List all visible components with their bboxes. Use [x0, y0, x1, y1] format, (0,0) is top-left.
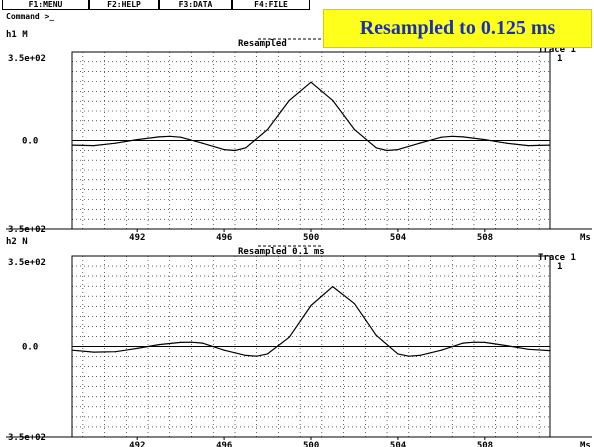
- trace-point: [114, 351, 117, 353]
- trace-point: [201, 142, 203, 144]
- trace-point: [169, 135, 171, 137]
- menu-key-f1[interactable]: F1:MENU: [2, 0, 89, 10]
- trace-point: [158, 344, 160, 346]
- trace-point: [234, 149, 236, 152]
- file-key-f4[interactable]: F4:FILE: [232, 0, 310, 10]
- trace-point: [375, 334, 377, 336]
- trace-point: [93, 144, 95, 147]
- trace-point: [223, 149, 225, 151]
- panel-title: Resampled: [238, 39, 287, 49]
- trace-point: [158, 136, 160, 138]
- trace-point: [408, 355, 410, 357]
- trace-line: [71, 286, 551, 357]
- trace-point: [266, 353, 269, 355]
- trace-point: [288, 99, 290, 102]
- trace-point: [266, 128, 269, 131]
- trace-point: [71, 144, 73, 146]
- trace-point: [256, 355, 258, 357]
- y-tick-label: 3.5e+02: [8, 433, 46, 443]
- trace-point: [245, 147, 247, 149]
- trace-point: [190, 341, 193, 343]
- trace-point: [310, 81, 312, 83]
- x-tick-label: 500: [303, 233, 319, 243]
- x-axis-label: Ms: [580, 233, 591, 243]
- trace-point: [527, 348, 529, 350]
- trace-point: [223, 349, 225, 351]
- banner-text: Resampled to 0.125 ms: [359, 17, 556, 39]
- trace-point: [353, 128, 356, 131]
- trace-point: [332, 285, 334, 288]
- x-tick-label: 504: [390, 233, 407, 243]
- trace-point: [527, 144, 529, 147]
- x-tick-label: 496: [216, 441, 232, 447]
- trace-point: [462, 342, 464, 344]
- y-tick-label: 3.5e+02: [8, 54, 46, 64]
- trace-point: [419, 354, 421, 357]
- x-tick-label: 492: [129, 441, 145, 447]
- y-tick-label: 3.5e+02: [8, 258, 46, 268]
- trace-point: [136, 347, 138, 349]
- trace-point: [549, 144, 551, 146]
- x-tick-label: 508: [477, 233, 493, 243]
- trace-number: 1: [557, 262, 562, 272]
- trace-point: [549, 349, 551, 352]
- trace-number: 1: [557, 54, 562, 64]
- menu-bar: F1:MENU F2:HELP F3:DATA F4:FILE: [2, 0, 592, 11]
- trace-point: [440, 349, 442, 351]
- x-tick-label: 492: [129, 233, 145, 243]
- command-prompt[interactable]: Command >_: [6, 12, 55, 21]
- panel-name: h1 M: [6, 30, 28, 40]
- panel-title: Resampled 0.1 ms: [238, 247, 325, 257]
- x-tick-label: 508: [477, 441, 493, 447]
- trace-point: [397, 353, 399, 355]
- trace-point: [310, 304, 312, 307]
- trace-point: [180, 341, 182, 344]
- trace-point: [114, 142, 117, 144]
- help-key-f2[interactable]: F2:HELP: [89, 0, 159, 10]
- trace-point: [201, 342, 203, 344]
- x-tick-label: 496: [216, 233, 232, 243]
- trace-point: [71, 349, 73, 351]
- trace-point: [180, 136, 182, 138]
- trace-point: [473, 341, 475, 343]
- resample-banner: Resampled to 0.125 ms: [323, 9, 592, 48]
- trace-label: Trace 1: [538, 45, 576, 55]
- trace-point: [136, 138, 138, 141]
- trace-point: [245, 354, 247, 357]
- trace-point: [332, 99, 334, 102]
- trace-point: [353, 303, 356, 305]
- data-key-f3[interactable]: F3:DATA: [159, 0, 232, 10]
- trace-point: [397, 149, 399, 151]
- trace-point: [288, 336, 290, 338]
- x-tick-label: 504: [390, 441, 407, 447]
- trace-point: [484, 138, 486, 141]
- trace-point: [386, 149, 388, 152]
- y-tick-label: 3.5e+02: [8, 225, 46, 235]
- trace-point: [451, 135, 453, 137]
- x-axis-label: Ms: [580, 441, 591, 447]
- trace-point: [505, 344, 508, 347]
- trace-point: [419, 142, 421, 144]
- y-tick-label: 0.0: [22, 343, 38, 353]
- panel-name: h2 N: [6, 237, 28, 247]
- x-tick-label: 500: [303, 441, 319, 447]
- trace-point: [505, 142, 508, 144]
- trace-point: [484, 341, 486, 344]
- trace-point: [462, 136, 464, 138]
- trace-point: [375, 147, 377, 149]
- trace-point: [93, 351, 95, 353]
- trace-point: [440, 136, 442, 138]
- y-tick-label: 0.0: [22, 137, 38, 147]
- trace-label: Trace 1: [538, 253, 576, 263]
